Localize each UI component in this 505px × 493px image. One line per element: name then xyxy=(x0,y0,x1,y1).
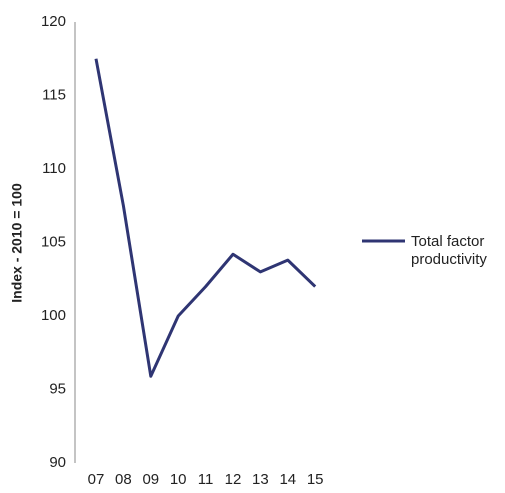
y-tick-label: 90 xyxy=(49,454,66,471)
x-tick-label: 12 xyxy=(225,471,242,488)
x-tick-label: 10 xyxy=(170,471,187,488)
x-tick-label: 13 xyxy=(252,471,269,488)
x-tick-label: 09 xyxy=(142,471,159,488)
y-axis-label: Index - 2010 = 100 xyxy=(9,183,25,303)
legend-label: Total factor productivity xyxy=(411,233,487,268)
y-tick-label: 95 xyxy=(49,380,66,397)
x-tick-label: 15 xyxy=(307,471,324,488)
x-tick-label: 14 xyxy=(279,471,296,488)
y-tick-label: 105 xyxy=(41,233,66,250)
x-tick-label: 07 xyxy=(88,471,105,488)
data-line xyxy=(94,58,317,378)
x-tick-label: 11 xyxy=(198,471,214,488)
y-tick-label: 120 xyxy=(41,13,66,30)
x-tick-label: 08 xyxy=(115,471,132,488)
y-tick-label: 100 xyxy=(41,307,66,324)
y-tick-label: 110 xyxy=(42,160,66,177)
y-tick-label: 115 xyxy=(42,86,66,103)
